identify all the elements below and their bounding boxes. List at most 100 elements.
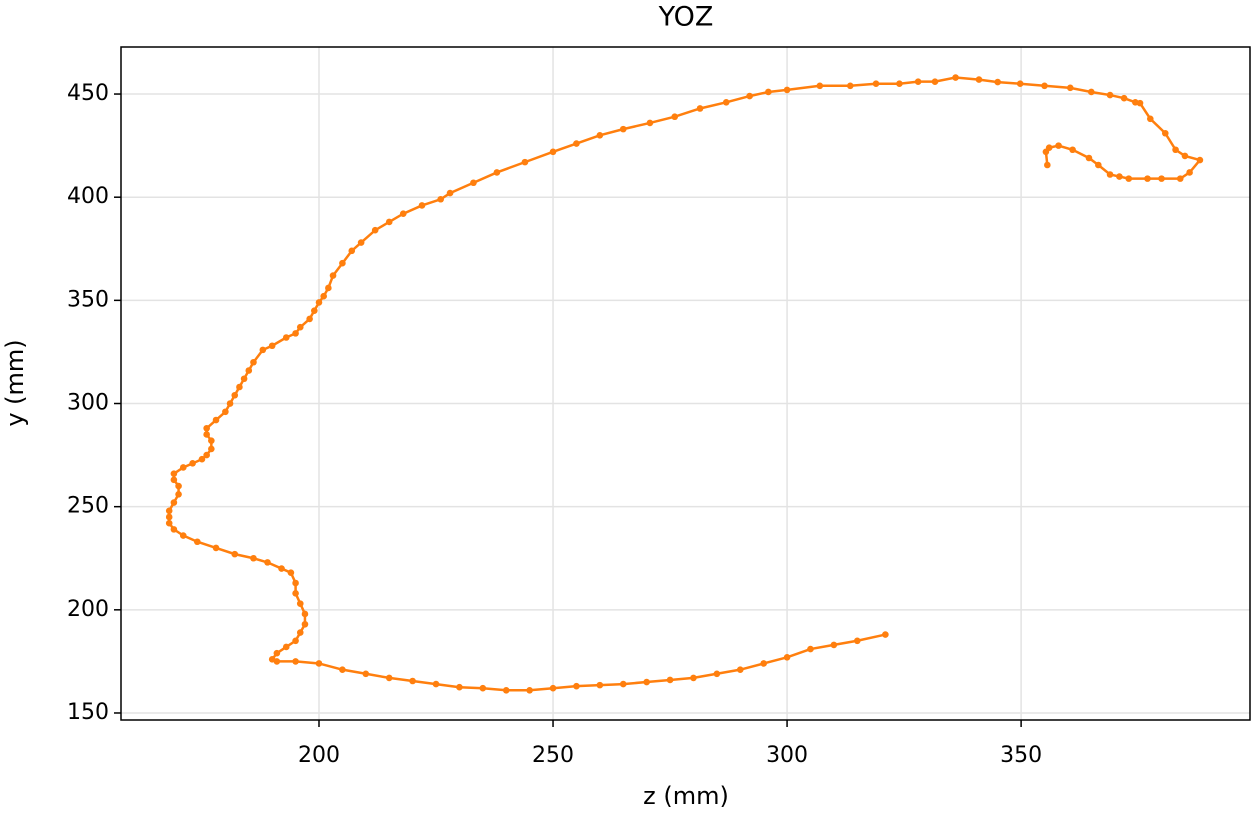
series-line [167, 76, 1203, 692]
chart-title: YOZ [658, 2, 714, 33]
point [320, 292, 327, 300]
point [853, 637, 861, 645]
point [296, 629, 304, 636]
point [549, 684, 557, 692]
y-tick-label: 150 [67, 700, 109, 725]
point [268, 656, 276, 663]
point [203, 431, 210, 438]
y-tick-label: 400 [67, 184, 109, 209]
point [846, 82, 854, 90]
point [1106, 171, 1114, 178]
point [1181, 152, 1189, 160]
point [315, 660, 323, 667]
point [690, 674, 697, 682]
point [203, 451, 210, 459]
point [301, 610, 309, 618]
point [713, 670, 721, 678]
point [175, 482, 182, 490]
point [619, 125, 627, 133]
point [872, 80, 880, 88]
point [783, 86, 791, 94]
point [671, 113, 679, 121]
point [914, 78, 922, 85]
point [240, 375, 248, 383]
y-tick-label: 450 [67, 81, 109, 106]
point [231, 391, 239, 399]
point [231, 550, 239, 558]
point [292, 579, 299, 587]
point [165, 519, 173, 527]
point [432, 680, 440, 688]
point [470, 179, 477, 187]
point [1161, 129, 1169, 137]
point [193, 538, 201, 546]
point [783, 653, 791, 661]
point [175, 490, 182, 498]
point [296, 600, 304, 607]
point [1144, 175, 1151, 182]
point [526, 686, 533, 694]
plot-frame [120, 46, 1251, 721]
x-tick-label: 250 [532, 743, 574, 768]
point [301, 620, 309, 628]
point [830, 641, 838, 649]
point [1158, 175, 1165, 182]
point [165, 513, 173, 521]
point [385, 218, 393, 226]
x-tick-label: 300 [766, 743, 808, 768]
point [315, 299, 323, 306]
point [1088, 88, 1095, 96]
point [385, 674, 393, 682]
point [1069, 146, 1076, 154]
point [736, 666, 744, 673]
point [189, 460, 196, 467]
point [212, 544, 220, 552]
point [226, 400, 234, 407]
point [170, 499, 178, 506]
point [1106, 91, 1114, 99]
y-tick-label: 200 [67, 597, 109, 622]
point [203, 424, 210, 432]
point [1016, 80, 1024, 88]
point [212, 416, 220, 424]
point [643, 678, 650, 686]
point [1095, 161, 1102, 169]
point [311, 307, 318, 314]
point [357, 239, 365, 246]
point [259, 346, 267, 354]
point [479, 684, 487, 692]
point [1044, 161, 1051, 169]
point [1125, 175, 1133, 182]
point [264, 559, 271, 566]
point [329, 272, 337, 279]
point [292, 330, 299, 337]
point [746, 92, 753, 100]
point [493, 169, 501, 176]
point [1055, 142, 1062, 149]
point [1146, 115, 1154, 123]
point [222, 408, 229, 416]
point [208, 437, 215, 444]
point [994, 78, 1002, 86]
x-tick-label: 350 [1000, 743, 1042, 768]
point [1136, 99, 1144, 107]
point [502, 686, 510, 694]
point [170, 476, 178, 484]
x-axis-label: z (mm) [643, 782, 729, 810]
point [1042, 148, 1050, 156]
point [296, 323, 304, 331]
point [278, 565, 285, 572]
point [362, 670, 370, 678]
y-tick-label: 250 [67, 494, 109, 519]
point [339, 666, 346, 673]
point [325, 284, 332, 292]
point [596, 681, 604, 689]
point [696, 105, 704, 112]
point [807, 645, 814, 653]
point [1186, 169, 1193, 176]
point [1116, 173, 1123, 180]
point [208, 445, 215, 453]
point [236, 383, 243, 391]
point [722, 98, 730, 106]
